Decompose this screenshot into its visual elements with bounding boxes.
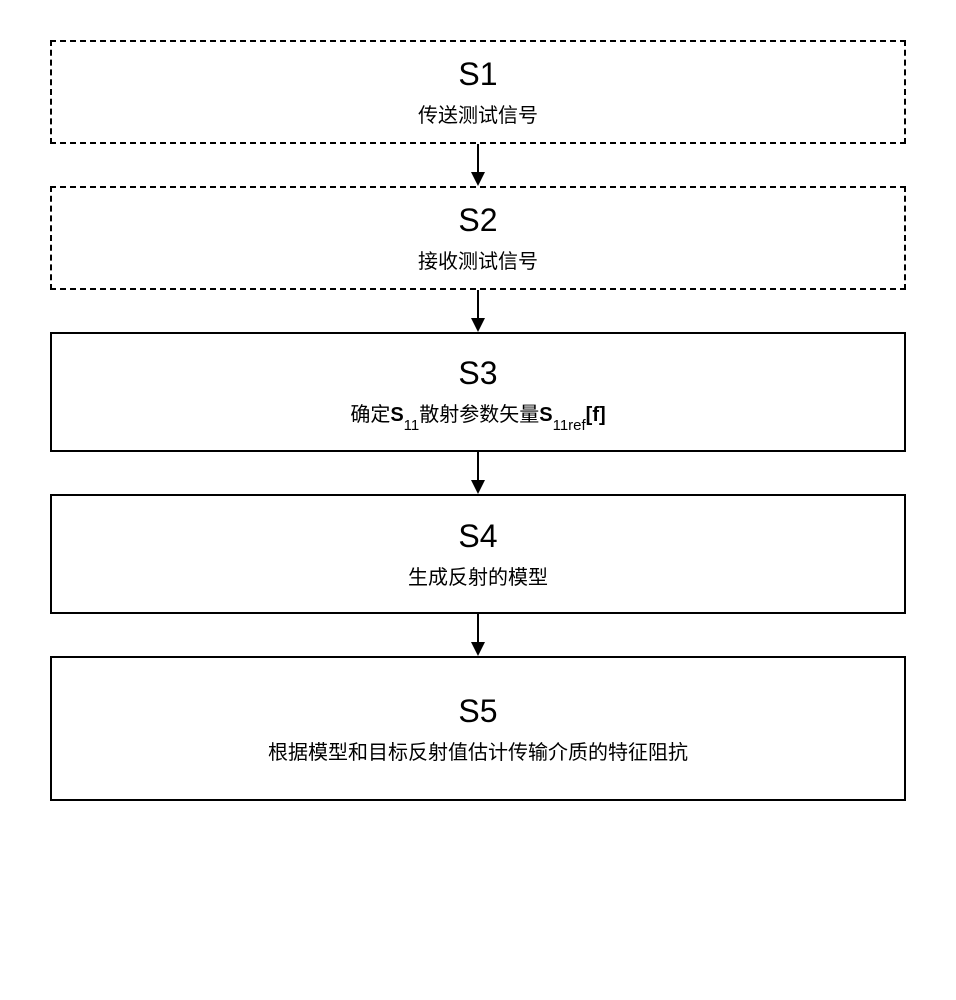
node-title: S3 <box>458 355 497 392</box>
node-title: S2 <box>458 202 497 239</box>
flow-arrow <box>468 290 488 332</box>
node-title: S1 <box>458 56 497 93</box>
flow-node-s5: S5 根据模型和目标反射值估计传输介质的特征阻抗 <box>50 656 906 801</box>
desc-bold: S <box>539 404 552 426</box>
flow-arrow <box>468 144 488 186</box>
node-title: S4 <box>458 518 497 555</box>
desc-bold: S <box>390 404 403 426</box>
flow-arrow <box>468 614 488 656</box>
desc-sub: 11 <box>404 417 420 434</box>
desc-mid: 散射参数矢量 <box>419 404 539 426</box>
node-title: S5 <box>458 693 497 730</box>
node-desc: 传送测试信号 <box>418 99 538 128</box>
flow-node-s3: S3 确定S11散射参数矢量S11ref[f] <box>50 332 906 452</box>
desc-bold: [f] <box>586 404 606 426</box>
flow-arrow <box>468 452 488 494</box>
node-desc: 根据模型和目标反射值估计传输介质的特征阻抗 <box>268 736 688 765</box>
desc-sub: 11ref <box>553 417 586 434</box>
flow-node-s2: S2 接收测试信号 <box>50 186 906 290</box>
flow-node-s1: S1 传送测试信号 <box>50 40 906 144</box>
node-desc: 确定S11散射参数矢量S11ref[f] <box>350 398 605 430</box>
node-desc: 接收测试信号 <box>418 245 538 274</box>
node-desc: 生成反射的模型 <box>408 561 548 590</box>
desc-prefix: 确定 <box>350 404 390 426</box>
flow-node-s4: S4 生成反射的模型 <box>50 494 906 614</box>
